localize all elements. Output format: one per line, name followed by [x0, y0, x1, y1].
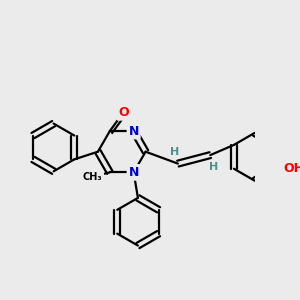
Text: H: H: [170, 147, 179, 157]
Text: H: H: [209, 162, 218, 172]
Text: CH₃: CH₃: [83, 172, 103, 182]
Text: N: N: [128, 166, 139, 179]
Text: N: N: [128, 124, 139, 138]
Text: O: O: [118, 106, 129, 119]
Text: OH: OH: [284, 162, 300, 175]
